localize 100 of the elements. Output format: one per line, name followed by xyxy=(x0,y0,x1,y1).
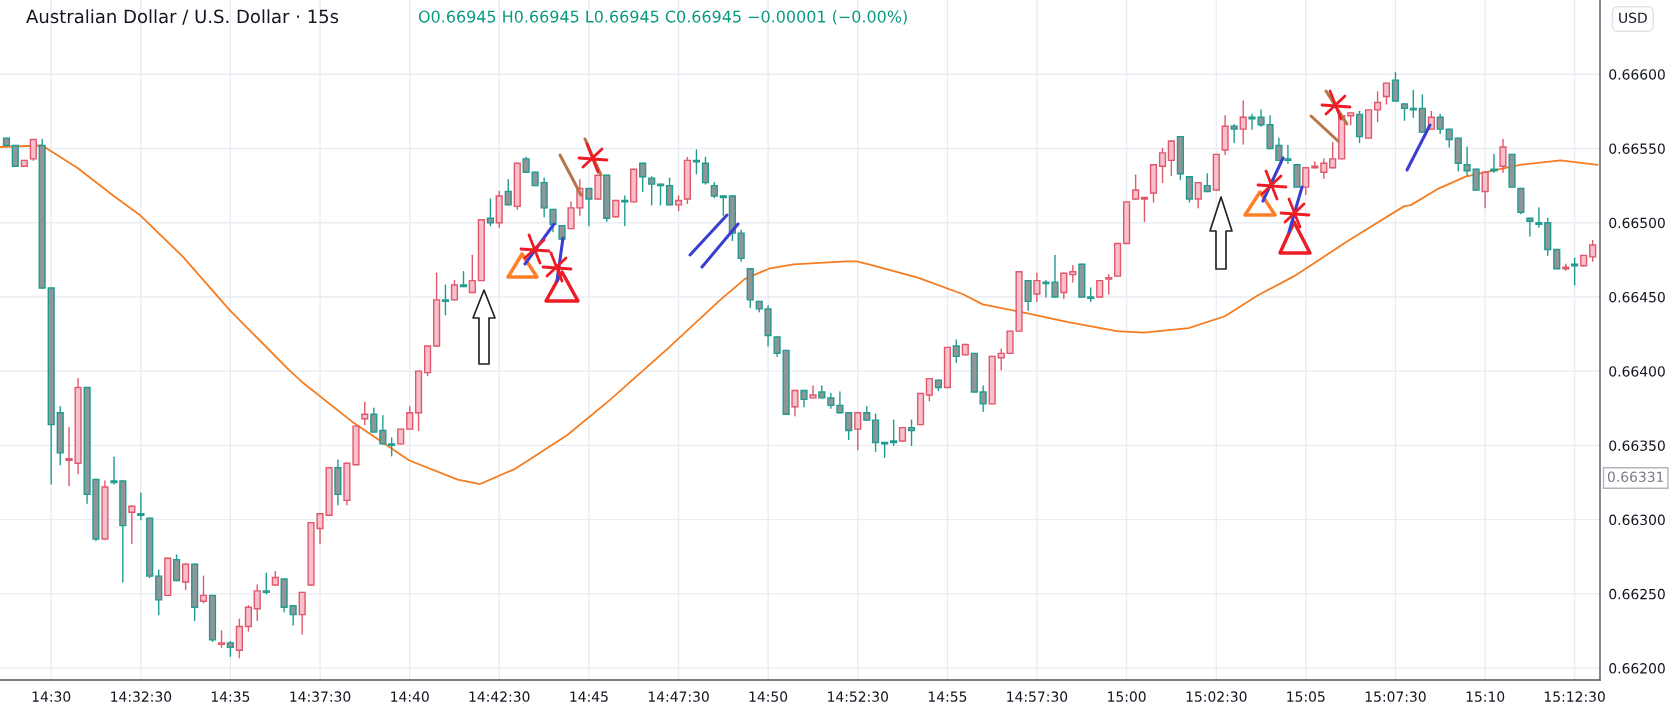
candlestick xyxy=(871,413,880,453)
candlestick xyxy=(253,584,261,622)
candlestick xyxy=(379,415,387,445)
candlestick xyxy=(791,389,799,417)
y-tick-label: 0.66550 xyxy=(1609,143,1665,154)
candlestick xyxy=(1069,265,1077,283)
y-tick-label: 0.66500 xyxy=(1609,217,1665,229)
candlestick xyxy=(1140,196,1149,222)
candlestick xyxy=(289,605,297,626)
candlestick xyxy=(468,254,476,294)
x-tick-label: 14:42:30 xyxy=(469,691,530,702)
y-tick-label: 0.66250 xyxy=(1609,588,1665,600)
candlestick xyxy=(585,187,593,227)
candlestick xyxy=(854,412,862,451)
candlestick xyxy=(1194,181,1202,209)
candlestick xyxy=(406,406,414,430)
candlestick xyxy=(1553,248,1561,270)
candlestick xyxy=(1320,158,1328,179)
candlestick xyxy=(665,177,674,206)
candlestick xyxy=(925,377,933,402)
candlestick xyxy=(1373,91,1382,123)
candlestick xyxy=(298,591,306,635)
candlestick xyxy=(701,156,710,185)
y-tick-label: 0.66450 xyxy=(1609,291,1665,303)
text: O0.66945 H0.66945 L0.66945 C0.66945 −0.00001 (−0.00%) xyxy=(418,10,907,25)
candlestick xyxy=(1517,187,1525,215)
candlestick xyxy=(1436,113,1444,135)
candlestick xyxy=(1185,175,1194,203)
candlestick xyxy=(809,385,817,399)
candlestick xyxy=(1033,272,1041,303)
candlestick xyxy=(29,138,37,162)
candlestick xyxy=(137,492,145,521)
x-tick-label: 15:02:30 xyxy=(1186,691,1247,702)
y-tick-label: 0.66300 xyxy=(1609,514,1665,526)
candlestick xyxy=(890,419,898,447)
candlestick xyxy=(182,563,190,591)
candlestick xyxy=(128,505,136,545)
candlestick xyxy=(1329,141,1337,169)
x-tick-label: 15:07:30 xyxy=(1365,691,1426,702)
y-tick-label: 0.66200 xyxy=(1609,663,1665,674)
candlestick xyxy=(1221,115,1229,156)
candlestick xyxy=(1284,144,1292,165)
candlestick xyxy=(1167,140,1175,176)
candlestick xyxy=(1382,82,1391,105)
candlestick xyxy=(621,195,629,227)
candlestick xyxy=(441,284,450,316)
x-tick-label: 14:50 xyxy=(749,691,788,702)
candlestick xyxy=(1499,138,1507,173)
candlestick xyxy=(1302,167,1310,196)
candlestick xyxy=(1293,164,1301,188)
candlestick xyxy=(639,162,647,193)
x-tick-label: 14:55 xyxy=(928,691,967,702)
candlestick xyxy=(172,554,181,582)
x-tick-label: 14:45 xyxy=(570,691,608,702)
candlestick xyxy=(1391,72,1400,102)
candlestick xyxy=(1526,217,1534,237)
x-tick-label: 15:00 xyxy=(1108,691,1146,702)
candlestick xyxy=(155,569,163,616)
y-tick-label: 0.66600 xyxy=(1609,69,1665,80)
candlestick xyxy=(235,618,243,659)
candlestick xyxy=(1481,171,1489,209)
candlestick xyxy=(1024,279,1032,312)
candlestick xyxy=(1418,94,1426,133)
candlestick xyxy=(1463,146,1471,176)
x-tick-label: 15:12:30 xyxy=(1544,691,1605,702)
candlestick xyxy=(370,407,378,433)
candlestick xyxy=(1060,272,1068,300)
x-tick-label: 14:30 xyxy=(32,691,71,702)
candlestick xyxy=(1239,100,1247,145)
candlestick xyxy=(594,174,602,200)
candlestick xyxy=(244,605,253,632)
candlestick xyxy=(11,144,19,167)
candlestick xyxy=(1132,174,1140,200)
candlestick xyxy=(1472,168,1480,191)
x-tick-label: 14:32:30 xyxy=(111,691,172,702)
x-tick-label: 14:40 xyxy=(391,691,429,702)
x-tick-label: 15:05 xyxy=(1287,691,1325,702)
candlestick xyxy=(1230,124,1238,144)
candlestick xyxy=(504,178,512,206)
candlestick xyxy=(1158,147,1167,184)
y-tick-label: 0.66400 xyxy=(1609,366,1665,377)
candlestick xyxy=(907,419,916,447)
candlestick xyxy=(1409,89,1417,118)
x-tick-label: 14:37:30 xyxy=(290,691,351,702)
candlestick xyxy=(262,572,270,595)
candlestick xyxy=(979,385,987,412)
candlestick xyxy=(719,195,727,216)
x-tick-label: 14:52:30 xyxy=(828,691,889,702)
line-series xyxy=(0,144,1599,485)
candlestick xyxy=(952,339,960,363)
x-tick-label: 14:57:30 xyxy=(1007,691,1068,702)
x-tick-label: 14:47:30 xyxy=(648,691,709,702)
candlestick xyxy=(1355,110,1364,144)
x-tick-label: 14:35 xyxy=(211,691,250,702)
candlestick xyxy=(692,149,701,175)
candlestick xyxy=(648,175,656,206)
candlestick xyxy=(199,575,208,604)
x-tick-label: 15:10 xyxy=(1466,691,1505,702)
text: USD xyxy=(1619,12,1647,24)
candlestick xyxy=(1589,239,1597,263)
